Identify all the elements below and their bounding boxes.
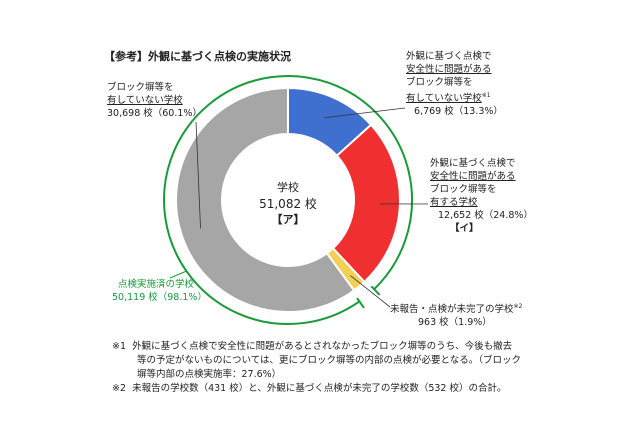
arc-end-tick	[370, 285, 381, 296]
value-blue: 6,769 校（13.3%）	[414, 106, 503, 118]
note-line: 外観に基づく点検で安全性に問題があるとされなかったブロック塀等のうち、今後も撤去	[132, 341, 513, 352]
note-mark: ※2	[513, 303, 523, 310]
label-line: 外観に基づく点検で	[430, 158, 516, 169]
note-mark: ※2	[112, 383, 127, 394]
footnote-1: ※1 外観に基づく点検で安全性に問題があるとされなかったブロック塀等のうち、今後…	[112, 340, 521, 382]
slice-gray	[175, 86, 356, 313]
label-line: 有していない学校	[406, 93, 482, 105]
label-line: 有していない学校	[107, 95, 183, 106]
label-line: 有する学校	[430, 197, 478, 208]
label-line: 外観に基づく点検で	[406, 51, 492, 62]
chart-title: 【参考】外観に基づく点検の実施状況	[104, 50, 291, 63]
value-yellow: 963 校（1.9%）	[418, 317, 492, 329]
total-value: 51,082 校	[259, 197, 317, 211]
leader-yellow	[350, 275, 391, 308]
inspected-arc	[163, 75, 413, 325]
value-red: 12,652 校（24.8%）	[438, 210, 533, 221]
label-blue: 外観に基づく点検で 安全性に問題がある ブロック塀等を 有していない学校※1 6…	[406, 50, 503, 118]
leader-inspected	[169, 270, 187, 279]
value-gray: 30,698 校（60.1%）	[107, 108, 202, 119]
label-line: ブロック塀等を	[430, 184, 497, 195]
donut-center: 学校 51,082 校 【ア】	[238, 180, 338, 228]
label-gray: ブロック塀等を 有していない学校 30,698 校（60.1%）	[107, 81, 202, 120]
value-inspected: 50,119 校（98.1%）	[112, 292, 207, 303]
note-line: 未報告の学校数（431 校）と、外観に基づく点検が未完了の学校数（532 校）の…	[132, 383, 507, 394]
note-mark: ※1	[481, 92, 491, 99]
tag-i: 【イ】	[450, 223, 479, 234]
note-line: 等の予定がないものについては、更にブロック塀等の内部の点検が必要となる。（ブロッ…	[137, 355, 521, 366]
label-yellow: 未報告・点検が未完了の学校※2 963 校（1.9%）	[390, 300, 522, 329]
total-label: 学校	[277, 181, 299, 194]
footnote-2: ※2 未報告の学校数（431 校）と、外観に基づく点検が未完了の学校数（532 …	[112, 382, 507, 396]
note-mark: ※1	[112, 341, 127, 352]
tag-a: 【ア】	[271, 213, 305, 226]
label-line: 点検実施済の学校	[118, 279, 195, 290]
label-line: 未報告・点検が未完了の学校	[390, 304, 514, 316]
label-line: 安全性に問題がある	[430, 171, 516, 182]
label-line: 安全性に問題がある	[406, 64, 492, 75]
leader-gray	[195, 121, 201, 229]
label-line: ブロック塀等を	[107, 82, 174, 93]
label-inspected: 点検実施済の学校 50,119 校（98.1%）	[112, 278, 207, 304]
arc-end-tick	[356, 297, 365, 309]
label-line: ブロック塀等を	[406, 77, 473, 88]
note-line: 塀等内部の点検実施率：27.6%）	[137, 369, 282, 380]
label-red: 外観に基づく点検で 安全性に問題がある ブロック塀等を 有する学校 12,652…	[430, 157, 533, 235]
leader-blue	[324, 107, 406, 119]
